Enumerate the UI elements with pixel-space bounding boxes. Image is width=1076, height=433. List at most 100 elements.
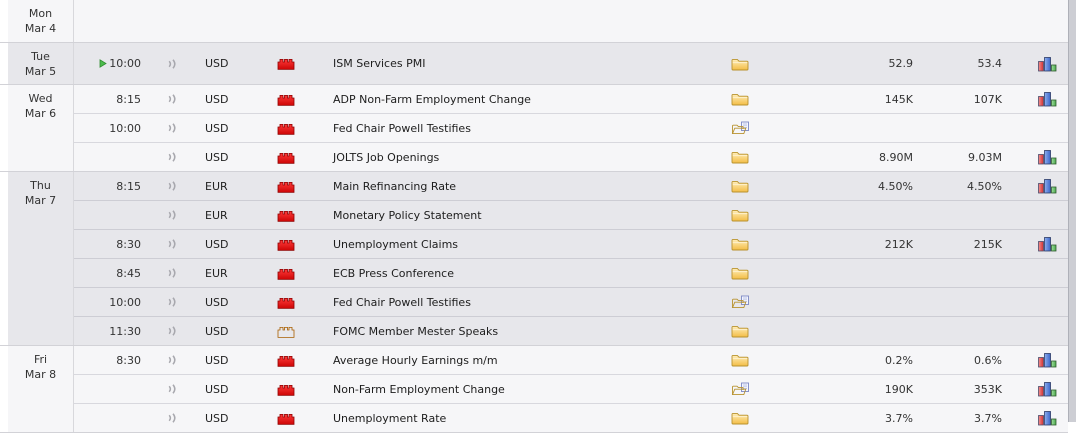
detail-cell[interactable] [717, 57, 763, 71]
impact-high-icon [277, 180, 295, 193]
date-cell: Mon Mar 4 [8, 0, 74, 42]
previous-value: 107K [973, 92, 1002, 106]
detail-cell[interactable] [717, 324, 763, 338]
alert-icon [166, 325, 178, 337]
folder-closed-icon [731, 411, 749, 425]
day-events: 8:30 USD [74, 346, 1068, 432]
graph-cell[interactable] [1002, 149, 1068, 165]
forecast-value: 3.7% [885, 411, 913, 425]
detail-cell[interactable] [717, 295, 763, 309]
folder-closed-icon [731, 179, 749, 193]
calendar-event-row[interactable]: EUR Monetary Policy Statement [74, 200, 1068, 229]
event-time-cell: 8:15 [74, 180, 144, 193]
event-name[interactable]: Average Hourly Earnings m/m [333, 353, 498, 367]
calendar-event-row[interactable]: 8:15 USD [74, 85, 1068, 113]
vertical-scrollbar[interactable] [1068, 0, 1076, 422]
impact-high-icon [277, 209, 295, 222]
graph-cell[interactable] [1002, 381, 1068, 397]
forecast-value: 0.2% [885, 353, 913, 367]
calendar-event-row[interactable]: 10:00 USD [74, 113, 1068, 142]
event-name[interactable]: Fed Chair Powell Testifies [333, 121, 471, 135]
impact-cell [252, 57, 320, 70]
event-name[interactable]: Fed Chair Powell Testifies [333, 295, 471, 309]
event-name[interactable]: ISM Services PMI [333, 57, 426, 70]
event-name[interactable]: JOLTS Job Openings [333, 150, 440, 164]
detail-cell[interactable] [717, 266, 763, 280]
event-currency: EUR [205, 208, 228, 222]
previous-value: 3.7% [974, 411, 1002, 425]
impact-cell [252, 325, 320, 338]
detail-cell[interactable] [717, 208, 763, 222]
alert-icon [166, 93, 178, 105]
left-gutter [0, 172, 8, 345]
previous-value: 53.4 [977, 57, 1003, 70]
alert-cell[interactable] [144, 122, 190, 134]
impact-high-icon [277, 412, 295, 425]
graph-cell[interactable] [1002, 352, 1068, 368]
event-currency: EUR [205, 179, 228, 193]
calendar-event-row[interactable]: 8:30 USD [74, 229, 1068, 258]
calendar-event-row[interactable]: 10:00 USD [74, 43, 1068, 84]
calendar-event-row[interactable]: 8:15 EUR [74, 172, 1068, 200]
graph-cell[interactable] [1002, 236, 1068, 252]
forecast-value: 8.90M [879, 150, 913, 164]
event-time: 8:30 [116, 353, 141, 367]
alert-cell[interactable] [144, 151, 190, 163]
calendar-event-row[interactable]: USD Non-Farm Employment Change [74, 374, 1068, 403]
detail-cell[interactable] [717, 353, 763, 367]
calendar-event-row[interactable]: 8:30 USD [74, 346, 1068, 374]
event-name[interactable]: Main Refinancing Rate [333, 179, 457, 193]
alert-cell[interactable] [144, 180, 190, 192]
event-time-cell: 8:45 [74, 267, 144, 280]
alert-cell[interactable] [144, 354, 190, 366]
left-gutter [0, 346, 8, 432]
impact-cell [252, 93, 320, 106]
folder-closed-icon [731, 92, 749, 106]
alert-cell[interactable] [144, 267, 190, 279]
alert-cell[interactable] [144, 412, 190, 424]
event-name[interactable]: FOMC Member Mester Speaks [333, 324, 499, 338]
calendar-event-row[interactable]: USD JOLTS Job Openings [74, 142, 1068, 171]
alert-cell[interactable] [144, 325, 190, 337]
impact-high-icon [277, 354, 295, 367]
event-name[interactable]: Non-Farm Employment Change [333, 382, 505, 396]
event-name[interactable]: Unemployment Claims [333, 237, 459, 251]
alert-cell[interactable] [144, 58, 190, 70]
alert-cell[interactable] [144, 238, 190, 250]
alert-cell[interactable] [144, 383, 190, 395]
graph-cell[interactable] [1002, 91, 1068, 107]
detail-cell[interactable] [717, 411, 763, 425]
impact-cell [252, 180, 320, 193]
detail-cell[interactable] [717, 179, 763, 193]
graph-cell[interactable] [1002, 410, 1068, 426]
calendar-event-row[interactable]: 8:45 EUR [74, 258, 1068, 287]
detail-cell[interactable] [717, 382, 763, 396]
event-time-cell: 8:30 [74, 238, 144, 251]
detail-cell[interactable] [717, 92, 763, 106]
detail-cell[interactable] [717, 121, 763, 135]
impact-cell [252, 267, 320, 280]
calendar-event-row[interactable]: 10:00 USD [74, 287, 1068, 316]
calendar-event-row[interactable]: 11:30 USD [74, 316, 1068, 345]
event-time-cell: 8:30 [74, 354, 144, 367]
alert-cell[interactable] [144, 209, 190, 221]
alert-cell[interactable] [144, 296, 190, 308]
calendar-event-row[interactable]: USD Unemployment Rate [74, 403, 1068, 432]
detail-cell[interactable] [717, 237, 763, 251]
event-time: 11:30 [109, 324, 141, 338]
impact-cell [252, 209, 320, 222]
impact-cell [252, 354, 320, 367]
folder-closed-icon [731, 208, 749, 222]
impact-high-icon [277, 238, 295, 251]
event-name[interactable]: ADP Non-Farm Employment Change [333, 92, 531, 106]
detail-cell[interactable] [717, 150, 763, 164]
event-name[interactable]: Monetary Policy Statement [333, 208, 482, 222]
folder-closed-icon [731, 266, 749, 280]
event-name[interactable]: Unemployment Rate [333, 411, 447, 425]
alert-cell[interactable] [144, 93, 190, 105]
alert-icon [166, 122, 178, 134]
event-currency: USD [205, 411, 229, 425]
graph-cell[interactable] [1002, 56, 1068, 72]
graph-cell[interactable] [1002, 178, 1068, 194]
event-name[interactable]: ECB Press Conference [333, 266, 454, 280]
